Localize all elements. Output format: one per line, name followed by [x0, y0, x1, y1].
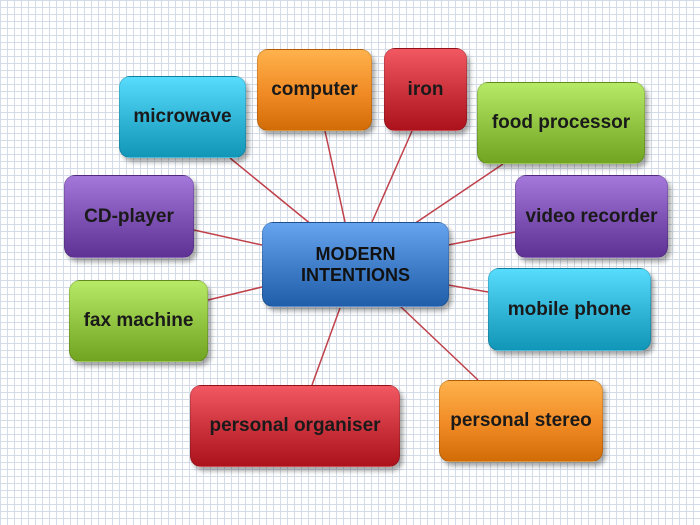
node-microwave: microwave: [119, 76, 246, 158]
connector-video-recorder: [447, 231, 516, 246]
node-label-video-recorder: video recorder: [525, 205, 658, 227]
node-label-computer: computer: [271, 79, 358, 101]
node-fax-machine: fax machine: [69, 280, 208, 362]
node-label-personal-organiser: personal organiser: [209, 415, 381, 437]
connector-mobile-phone: [447, 284, 489, 293]
node-food-processor: food processor: [477, 82, 645, 164]
node-personal-stereo: personal stereo: [439, 380, 603, 462]
center-node-modern-intentions: MODERN INTENTIONS: [262, 222, 449, 307]
node-label-cd-player: CD-player: [84, 205, 174, 227]
node-label-microwave: microwave: [133, 106, 232, 128]
connector-food-processor: [407, 163, 504, 229]
node-personal-organiser: personal organiser: [190, 385, 400, 467]
node-label-iron: iron: [407, 78, 444, 100]
node-mobile-phone: mobile phone: [488, 268, 651, 351]
node-label-food-processor: food processor: [491, 112, 631, 134]
node-label-mobile-phone: mobile phone: [507, 298, 632, 320]
connector-personal-organiser: [311, 307, 341, 386]
node-label-fax-machine: fax machine: [83, 310, 194, 332]
node-label-personal-stereo: personal stereo: [450, 410, 592, 432]
connector-fax-machine: [207, 286, 263, 301]
node-iron: iron: [384, 48, 467, 131]
center-node-label: MODERN INTENTIONS: [300, 243, 410, 285]
connector-personal-stereo: [399, 305, 479, 381]
node-computer: computer: [257, 49, 372, 131]
connector-cd-player: [193, 229, 263, 246]
connector-iron: [371, 130, 413, 223]
node-cd-player: CD-player: [64, 175, 194, 258]
connector-microwave: [229, 157, 313, 226]
connector-computer: [324, 130, 346, 223]
node-video-recorder: video recorder: [515, 175, 668, 258]
